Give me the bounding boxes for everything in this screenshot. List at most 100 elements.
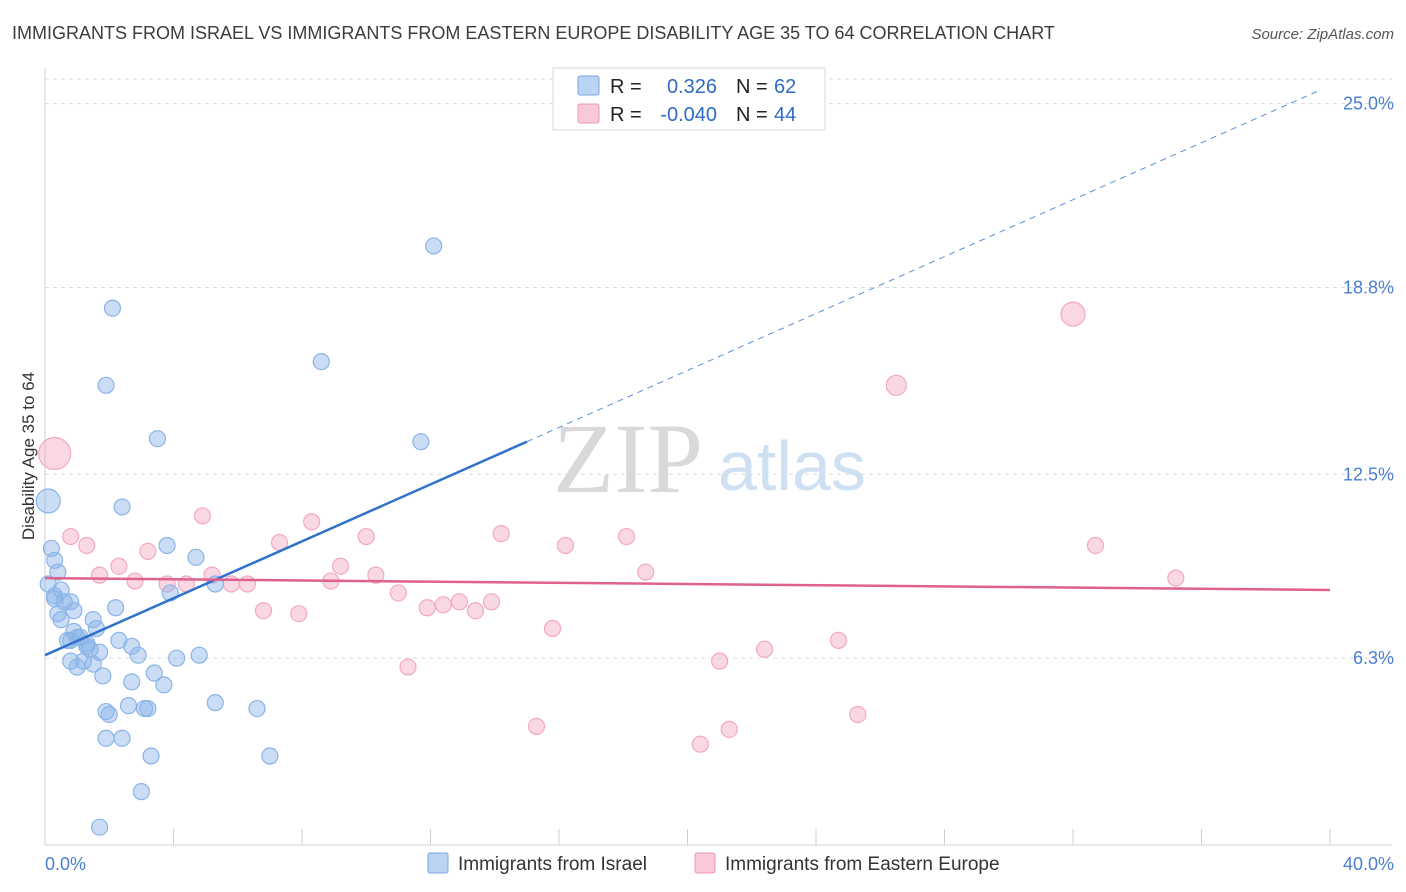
point-israel — [107, 599, 125, 617]
point-israel — [425, 237, 443, 255]
point-eastern-europe — [222, 575, 240, 593]
point-eastern-europe — [110, 557, 128, 575]
point-israel — [62, 593, 80, 611]
x-tick-label-min: 0.0% — [45, 854, 86, 874]
watermark: ZIP atlas — [553, 403, 866, 514]
point-israel — [206, 694, 224, 712]
stats-swatch-eastern-europe — [577, 103, 600, 124]
stats-r-value-israel: 0.326 — [667, 76, 717, 98]
point-israel — [49, 563, 67, 581]
point-israel — [123, 673, 141, 691]
stats-r-label-eastern-europe: R = — [610, 104, 642, 126]
point-israel — [113, 729, 131, 747]
point-eastern-europe — [254, 602, 273, 620]
point-eastern-europe — [78, 536, 96, 555]
point-israel — [97, 729, 115, 747]
legend-swatch-eastern-europe — [694, 852, 716, 874]
watermark-atlas: atlas — [718, 427, 866, 505]
stats-n-value-eastern-europe: 44 — [774, 104, 796, 126]
point-eastern-europe — [711, 652, 729, 670]
point-eastern-europe — [691, 735, 709, 753]
point-israel — [412, 433, 430, 451]
point-israel — [158, 536, 176, 555]
point-eastern-europe — [482, 593, 501, 611]
trend-extension-israel — [526, 89, 1321, 443]
point-eastern-europe — [617, 527, 636, 546]
point-israel — [129, 646, 147, 664]
x-tick-label-max: 40.0% — [1343, 854, 1394, 874]
y-tick-label: 18.8% — [1343, 277, 1394, 297]
series-israel-points — [35, 237, 443, 836]
trend-lines — [44, 89, 1331, 657]
point-israel — [100, 705, 118, 724]
point-eastern-europe — [126, 572, 144, 590]
chart-source: Source: ZipAtlas.com — [1251, 26, 1394, 43]
point-israel — [139, 699, 157, 718]
point-israel — [190, 646, 208, 664]
point-eastern-europe — [38, 436, 72, 471]
grid-lines — [45, 78, 1392, 659]
point-israel — [78, 637, 96, 655]
point-eastern-europe — [1086, 536, 1105, 555]
point-israel — [142, 747, 160, 765]
point-eastern-europe — [1060, 301, 1086, 327]
legend-label-israel: Immigrants from Israel — [458, 854, 647, 875]
point-israel — [94, 667, 112, 685]
point-eastern-europe — [193, 507, 212, 525]
point-eastern-europe — [492, 525, 510, 543]
stats-n-label-eastern-europe: N = — [736, 104, 768, 126]
point-eastern-europe — [1167, 569, 1185, 587]
stats-n-value-israel: 62 — [774, 76, 796, 98]
point-eastern-europe — [434, 596, 452, 614]
point-israel — [132, 783, 150, 801]
y-tick-label: 12.5% — [1343, 464, 1394, 484]
point-eastern-europe — [389, 584, 407, 602]
point-israel — [113, 498, 131, 516]
point-eastern-europe — [399, 658, 417, 676]
point-israel — [91, 818, 109, 836]
point-eastern-europe — [755, 640, 774, 658]
stats-r-value-eastern-europe: -0.040 — [660, 104, 717, 126]
point-eastern-europe — [367, 566, 385, 584]
point-israel — [35, 488, 61, 514]
point-eastern-europe — [556, 536, 575, 555]
point-eastern-europe — [290, 605, 308, 623]
legend-label-eastern-europe: Immigrants from Eastern Europe — [725, 854, 1000, 875]
bottom-legend: Immigrants from Israel Immigrants from E… — [427, 852, 1000, 875]
point-israel — [123, 637, 141, 655]
point-israel — [168, 649, 186, 667]
point-eastern-europe — [418, 599, 436, 617]
y-axis-label: Disability Age 35 to 64 — [19, 372, 38, 540]
point-eastern-europe — [849, 705, 867, 724]
point-eastern-europe — [357, 527, 375, 546]
x-ticks — [44, 829, 1331, 845]
point-eastern-europe — [527, 717, 546, 735]
point-israel — [148, 430, 167, 448]
y-tick-label: 6.3% — [1353, 648, 1394, 668]
y-tick-label: 25.0% — [1343, 94, 1394, 114]
stats-n-label-israel: N = — [736, 76, 768, 98]
watermark-zip: ZIP — [553, 403, 703, 514]
trend-line-eastern-europe — [44, 576, 1331, 592]
point-eastern-europe — [543, 619, 562, 638]
y-ticks: 6.3% 12.5% 18.8% 25.0% — [1343, 94, 1394, 669]
point-eastern-europe — [720, 720, 738, 738]
point-israel — [65, 602, 83, 620]
point-israel — [312, 352, 330, 371]
point-israel — [248, 699, 266, 718]
point-israel — [103, 299, 122, 317]
point-eastern-europe — [450, 593, 469, 611]
point-eastern-europe — [62, 527, 80, 546]
point-israel — [46, 587, 64, 605]
stats-swatch-israel — [577, 75, 600, 96]
point-israel — [119, 697, 138, 715]
point-eastern-europe — [139, 542, 157, 561]
point-israel — [261, 747, 279, 765]
point-eastern-europe — [466, 602, 485, 620]
point-israel — [155, 676, 173, 694]
legend-swatch-israel — [427, 852, 449, 874]
point-eastern-europe — [637, 563, 655, 581]
point-eastern-europe — [331, 557, 350, 575]
point-eastern-europe — [885, 374, 907, 396]
